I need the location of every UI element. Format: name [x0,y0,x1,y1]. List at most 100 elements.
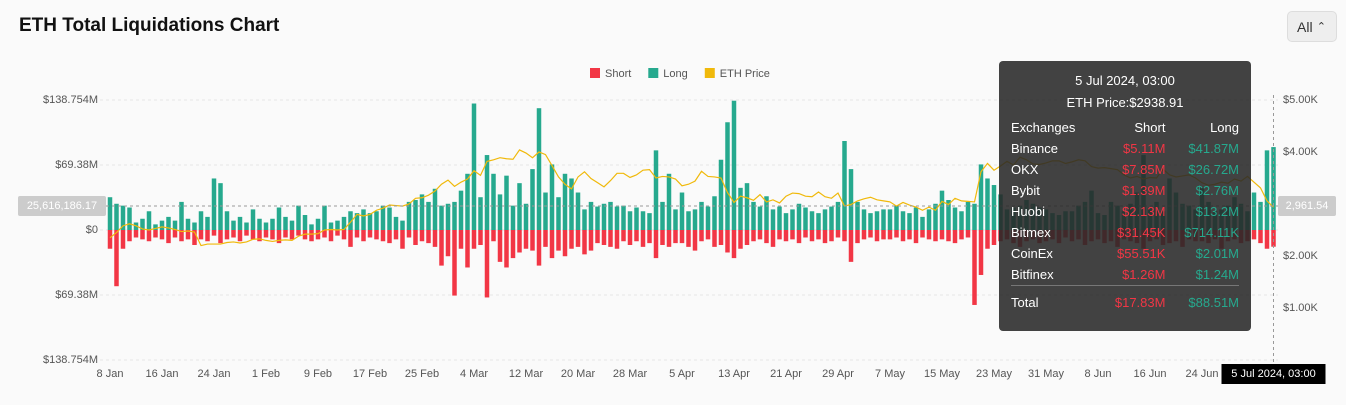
tooltip-cell: $26.72M [1188,162,1239,177]
bar [198,230,204,240]
bar [205,230,210,242]
bar [107,197,113,230]
tooltip-cell: $714.11K [1184,225,1239,240]
bar [783,230,789,242]
bar [146,211,152,230]
legend-label: ETH Price [720,68,770,80]
bar [751,230,756,242]
bar [725,230,730,253]
legend-item[interactable]: Short [590,68,631,80]
bar [939,230,945,240]
bar [328,222,334,230]
tooltip-row: Bybit $1.39M $2.76M [1011,180,1239,201]
bar [380,230,386,242]
crosshair-y-label: 25,616,186.17 [27,200,97,212]
bar [913,207,919,230]
bar [705,230,711,240]
bar [588,201,594,230]
bar [666,173,672,230]
bar [322,205,327,230]
range-select[interactable]: All [1287,11,1337,43]
tooltip-cell: Binance [1011,141,1058,156]
bar [634,207,639,230]
bar [725,122,730,230]
bar [679,192,685,230]
bar [1271,147,1276,230]
bar [673,230,678,244]
bar [718,230,724,245]
bar [491,173,496,230]
bar [790,230,795,240]
bar [328,230,334,242]
y-tick-label: $0 [86,224,98,236]
bar [965,201,971,230]
bar [133,230,139,238]
bar [224,211,230,230]
bar [946,200,951,230]
bar [861,230,867,240]
bar [172,230,178,238]
bar [699,230,704,242]
bar [289,220,295,230]
x-tick-label: 16 Jun [1133,368,1166,380]
bar [504,175,509,230]
bar [686,230,691,247]
bar [608,230,613,247]
bar [166,216,171,230]
bar [127,207,132,230]
x-tick-label: 24 Jan [197,368,230,380]
bar [744,230,750,245]
y-tick-label: $138.754M [43,354,98,366]
bar [185,218,191,230]
bar [686,211,691,230]
legend-swatch [704,68,715,78]
bar [894,230,899,238]
legend-label: Long [663,68,687,80]
tooltip-cell: $41.87M [1188,141,1239,156]
bar [218,183,223,230]
x-tick-label: 8 Jun [1085,368,1112,380]
bar [120,205,126,230]
x-tick-label: 7 May [875,368,905,380]
bar [822,230,828,244]
bar [172,220,178,230]
bar [848,169,854,230]
tooltip-row: Total $17.83M $88.51M [1011,285,1239,313]
tooltip-cell: OKX [1011,162,1039,177]
bar [348,211,353,230]
bar [816,230,821,240]
bar [1251,192,1257,230]
legend-item[interactable]: ETH Price [704,68,770,80]
bar [393,230,399,240]
bar [796,230,802,244]
y-tick-label: $69.38M [55,289,98,301]
bar [380,205,386,230]
bar [406,230,412,238]
bar [523,230,529,249]
tooltip-cell: $5.11M [1123,141,1166,156]
bar [543,192,548,230]
bar [783,213,789,230]
bar [1258,201,1263,230]
bar [965,230,971,238]
bar [809,211,815,230]
bar [432,230,438,247]
bar [354,230,360,238]
bar [874,211,880,230]
bar [692,209,698,230]
bar [361,230,366,242]
bar [107,230,113,249]
bar [913,230,919,244]
bar [419,194,425,230]
legend-item[interactable]: Long [648,68,688,80]
bar [263,230,269,238]
bar [224,230,230,240]
x-tick-label: 24 Jun [1185,368,1218,380]
bar [712,230,717,247]
tooltip-cell: Huobi [1011,204,1045,219]
tooltip-cell: $1.24M [1195,267,1239,282]
bar [660,230,665,245]
bar [140,230,145,240]
chart-title: ETH Total Liquidations Chart [19,15,280,36]
bar [855,201,860,230]
